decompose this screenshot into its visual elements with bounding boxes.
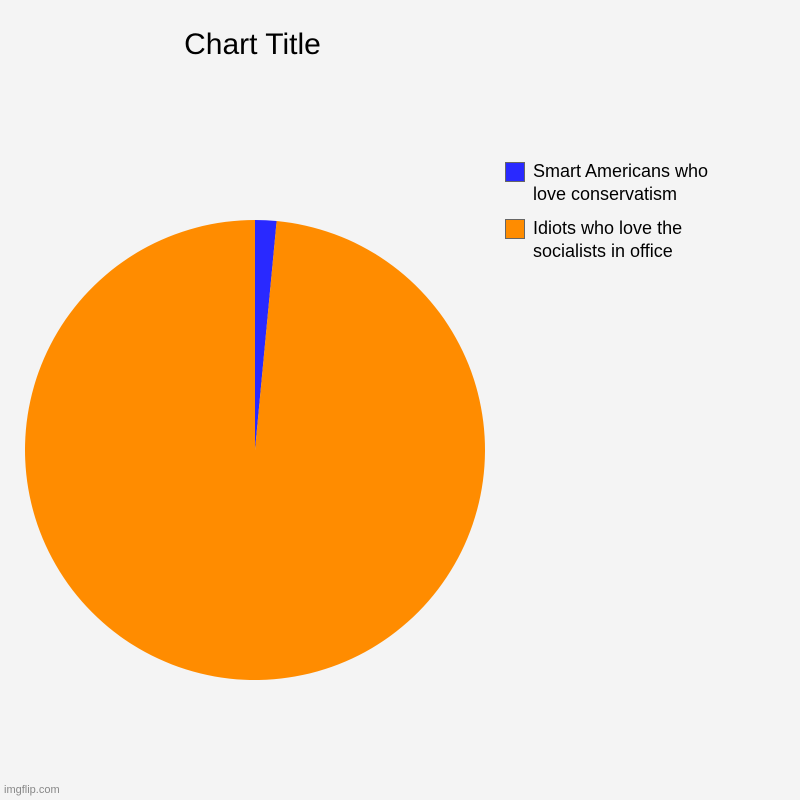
chart-container: Chart Title Smart Americans who love con… — [0, 0, 800, 800]
legend-item: Smart Americans who love conservatism — [505, 160, 775, 205]
legend-label: Idiots who love the socialists in office — [533, 217, 743, 262]
watermark: imgflip.com — [4, 784, 60, 796]
legend-item: Idiots who love the socialists in office — [505, 217, 775, 262]
chart-title: Chart Title — [0, 28, 505, 62]
legend-swatch — [505, 162, 525, 182]
legend-swatch — [505, 219, 525, 239]
pie-chart — [25, 220, 485, 680]
legend-label: Smart Americans who love conservatism — [533, 160, 743, 205]
legend: Smart Americans who love conservatism Idi… — [505, 160, 775, 274]
